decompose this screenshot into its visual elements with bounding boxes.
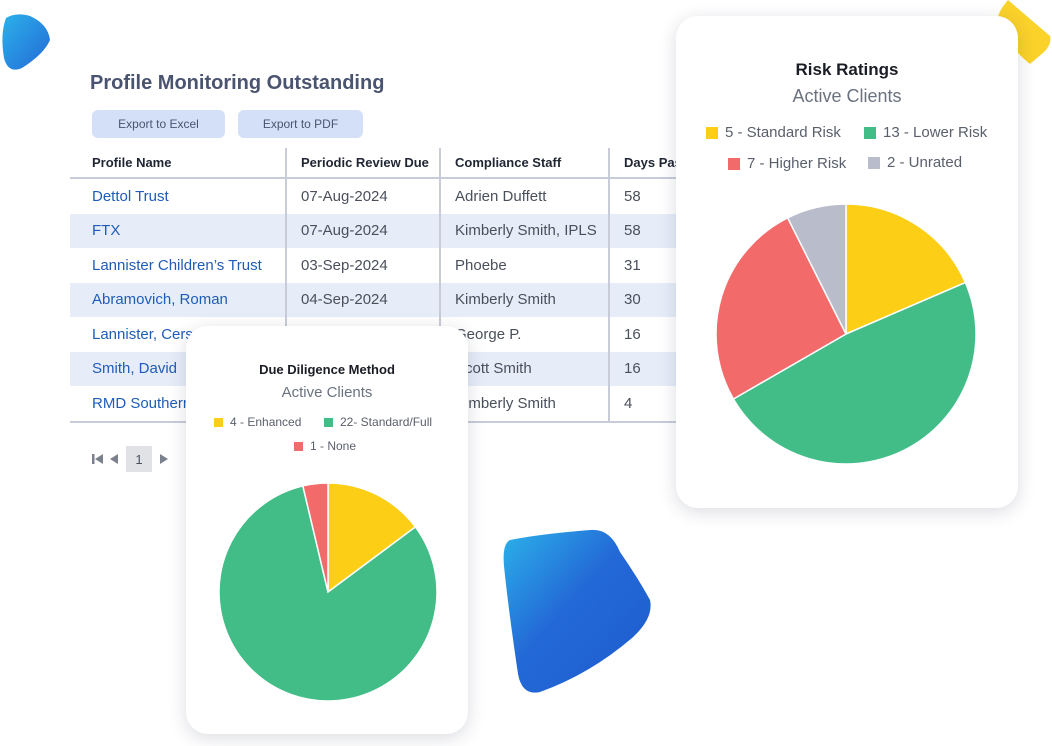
legend-swatch — [294, 441, 303, 451]
pie-slice-standard-risk — [845, 203, 967, 336]
dd-card-subtitle: Active Clients — [281, 384, 373, 401]
table-row: Lannister Children’s Trust 03-Sep-2024 P… — [70, 248, 680, 283]
review-due-cell: 04-Sep-2024 — [285, 282, 440, 317]
column-header[interactable]: Profile Name — [70, 148, 286, 179]
review-due-cell: 03-Sep-2024 — [285, 248, 440, 283]
legend-item-standard-full: 22- Standard/Full — [324, 415, 432, 429]
column-header[interactable]: Periodic Review Due — [285, 148, 440, 179]
legend-label: 7 - Higher Risk — [747, 155, 847, 172]
profile-name-link[interactable]: FTX — [70, 213, 286, 248]
legend-swatch — [324, 417, 333, 427]
risk-ratings-card: Risk Ratings Active Clients 5 - Standard… — [676, 16, 1018, 508]
export-excel-button[interactable]: Export to Excel — [92, 110, 225, 138]
compliance-staff-cell: Phoebe — [439, 248, 609, 283]
pie-slice-standard-full — [218, 485, 438, 702]
pie-slice-unrated — [786, 203, 847, 335]
prev-page-icon[interactable] — [106, 446, 122, 472]
pie-slice-enhanced — [327, 482, 417, 594]
risk-card-title: Risk Ratings — [795, 60, 899, 79]
legend-label: 22- Standard/Full — [340, 415, 433, 429]
page-title: Profile Monitoring Outstanding — [90, 72, 385, 94]
risk-ratings-pie-chart — [715, 203, 977, 465]
legend-item-unrated: 2 - Unrated — [868, 154, 962, 171]
days-past-cell: 16 — [608, 317, 680, 352]
days-past-cell: 30 — [608, 282, 680, 317]
decorative-shape-top-right — [997, 0, 1051, 64]
column-header[interactable]: Compliance Staff — [439, 148, 609, 179]
table-row: Dettol Trust 07-Aug-2024 Adrien Duffett … — [70, 178, 680, 214]
legend-label: 5 - Standard Risk — [725, 124, 841, 141]
legend-swatch — [214, 417, 223, 427]
days-past-cell: 4 — [608, 386, 680, 423]
profile-name-link[interactable]: Abramovich, Roman — [70, 282, 286, 317]
pie-slice-higher-risk — [715, 216, 847, 401]
first-page-icon[interactable] — [90, 446, 106, 472]
compliance-staff-cell: Kimberly Smith — [439, 282, 609, 317]
decorative-blob-bottom — [503, 529, 651, 693]
due-diligence-card: Due Diligence Method Active Clients 4 - … — [186, 326, 468, 734]
compliance-staff-cell: Adrien Duffett — [439, 178, 609, 214]
table-header-row: Profile Name Periodic Review Due Complia… — [70, 148, 680, 179]
dd-card-title: Due Diligence Method — [259, 362, 395, 377]
pie-slice-lower-risk — [732, 281, 977, 465]
legend-item-lower-risk: 13 - Lower Risk — [864, 124, 987, 141]
legend-label: 1 - None — [310, 439, 357, 453]
legend-label: 2 - Unrated — [887, 154, 963, 171]
pagination: 1 — [90, 446, 172, 472]
current-page-button[interactable]: 1 — [126, 446, 152, 472]
days-past-cell: 58 — [608, 213, 680, 248]
legend-item-standard-risk: 5 - Standard Risk — [706, 124, 841, 141]
review-due-cell: 07-Aug-2024 — [285, 213, 440, 248]
compliance-staff-cell: Kimberly Smith, IPLS — [439, 213, 609, 248]
days-past-cell: 58 — [608, 178, 680, 214]
due-diligence-pie-chart — [218, 482, 438, 702]
legend-swatch — [864, 126, 876, 139]
legend-item-enhanced: 4 - Enhanced — [214, 415, 301, 429]
legend-label: 13 - Lower Risk — [883, 124, 988, 141]
legend-label: 4 - Enhanced — [230, 415, 302, 429]
legend-swatch — [706, 126, 718, 139]
days-past-cell: 31 — [608, 248, 680, 283]
pie-slice-none — [301, 482, 329, 593]
export-pdf-button[interactable]: Export to PDF — [238, 110, 363, 138]
table-row: FTX 07-Aug-2024 Kimberly Smith, IPLS 58 — [70, 213, 680, 248]
review-due-cell: 07-Aug-2024 — [285, 178, 440, 214]
profile-name-link[interactable]: Lannister Children’s Trust — [92, 256, 262, 274]
legend-item-higher-risk: 7 - Higher Risk — [728, 155, 846, 172]
legend-swatch — [728, 157, 740, 170]
legend-swatch — [868, 156, 880, 169]
next-page-icon[interactable] — [156, 446, 172, 472]
table-row: Abramovich, Roman 04-Sep-2024 Kimberly S… — [70, 282, 680, 317]
decorative-blob-top-left — [2, 14, 50, 70]
column-header[interactable]: Days Past — [608, 148, 680, 179]
legend-item-none: 1 - None — [294, 439, 356, 453]
risk-card-subtitle: Active Clients — [792, 86, 902, 106]
profile-name-link[interactable]: Lannister, Cersei — [92, 325, 205, 343]
days-past-cell: 16 — [608, 351, 680, 386]
profile-name-link[interactable]: Dettol Trust — [92, 187, 169, 205]
